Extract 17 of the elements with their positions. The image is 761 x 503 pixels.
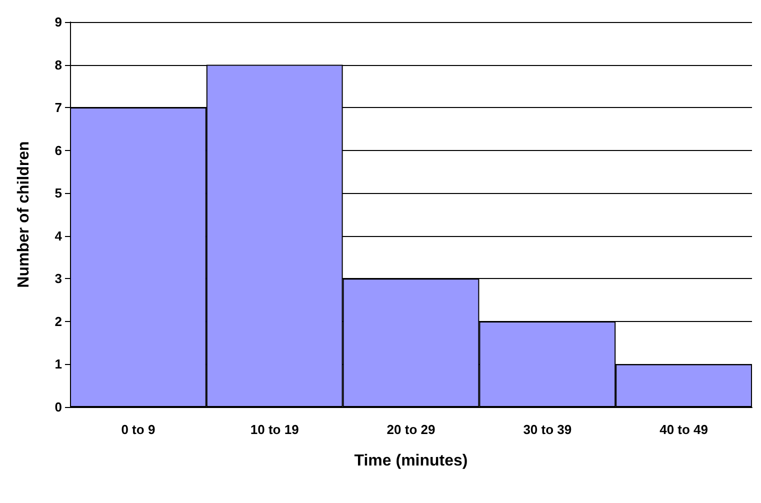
x-axis-title: Time (minutes) xyxy=(354,452,468,470)
y-tick-label: 7 xyxy=(54,100,62,116)
y-tick-label: 5 xyxy=(54,186,62,201)
y-tick-label: 0 xyxy=(54,400,62,414)
y-tick-label: 3 xyxy=(54,271,62,286)
y-tick-label: 1 xyxy=(54,356,62,372)
y-tick-label: 6 xyxy=(54,142,62,158)
y-tick-label: 8 xyxy=(54,57,62,72)
x-tick-label: 40 to 49 xyxy=(660,422,708,437)
y-axis-title: Number of children xyxy=(16,141,32,288)
y-tick-label: 9 xyxy=(54,14,62,30)
x-tick-label: 0 to 9 xyxy=(121,422,156,437)
y-tick-label: 2 xyxy=(54,314,62,329)
y-tick-label: 4 xyxy=(54,228,63,244)
x-tick-label: 30 to 39 xyxy=(523,422,572,437)
x-tick-label: 20 to 29 xyxy=(386,422,436,437)
x-tick-label: 10 to 19 xyxy=(250,422,299,437)
